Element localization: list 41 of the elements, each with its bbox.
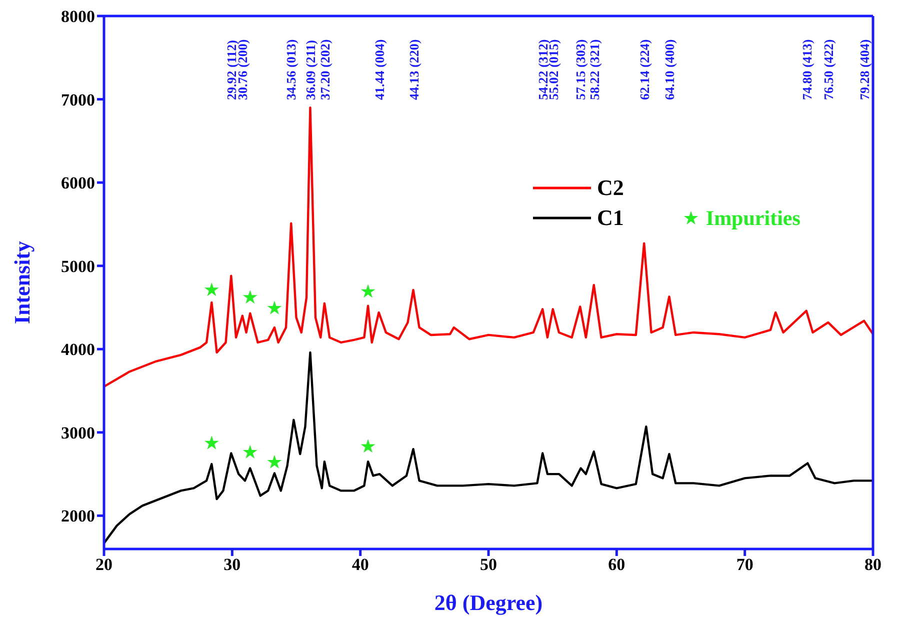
y-tick-label: 4000 xyxy=(61,340,95,360)
y-tick-label: 5000 xyxy=(61,256,95,276)
y-axis-title: Intensity xyxy=(10,240,34,324)
annotation: 74.80 (413) xyxy=(799,39,814,100)
x-tick-label: 60 xyxy=(608,555,626,574)
annotation: 76.50 (422) xyxy=(821,39,836,100)
point xyxy=(204,436,219,450)
x-axis-title: 2θ (Degree) xyxy=(434,590,543,615)
x-tick-label: 80 xyxy=(864,555,882,574)
line-series xyxy=(104,351,873,544)
legend-label: C2 xyxy=(597,175,624,201)
y-tick-label: 3000 xyxy=(61,423,95,442)
x-tick-label: 40 xyxy=(352,555,369,574)
x-tick-label: 50 xyxy=(480,555,497,574)
x-tick-label: 30 xyxy=(224,555,241,574)
annotation: 79.28 (404) xyxy=(856,39,872,100)
legend-label: Impurities xyxy=(706,206,800,230)
annotation: 44.13 (220) xyxy=(406,39,422,100)
point xyxy=(360,439,376,453)
annotation: 62.14 (224) xyxy=(637,39,652,100)
x-tick-label: 20 xyxy=(96,555,112,574)
y-tick-label: 2000 xyxy=(61,506,95,526)
annotation: 57.15 (303) xyxy=(573,39,588,100)
annotation: 64.10 (400) xyxy=(662,39,678,100)
point xyxy=(204,282,219,296)
point xyxy=(242,290,258,304)
annotation: 36.09 (211) xyxy=(303,40,318,100)
point xyxy=(242,444,258,459)
y-tick-label: 7000 xyxy=(61,90,95,110)
annotation: 37.20 (202) xyxy=(317,39,332,100)
legend-label: C1 xyxy=(597,205,624,231)
line-series xyxy=(104,106,873,388)
point xyxy=(267,300,282,314)
annotation: 34.56 (013) xyxy=(284,39,299,100)
y-tick-label: 6000 xyxy=(61,174,95,193)
annotation: 41.44 (004) xyxy=(372,39,387,100)
point xyxy=(267,454,282,468)
y-tick-label: 8000 xyxy=(61,7,95,26)
annotation: 58.22 (321) xyxy=(586,39,602,100)
x-tick-label: 70 xyxy=(736,555,754,574)
point xyxy=(360,284,376,298)
